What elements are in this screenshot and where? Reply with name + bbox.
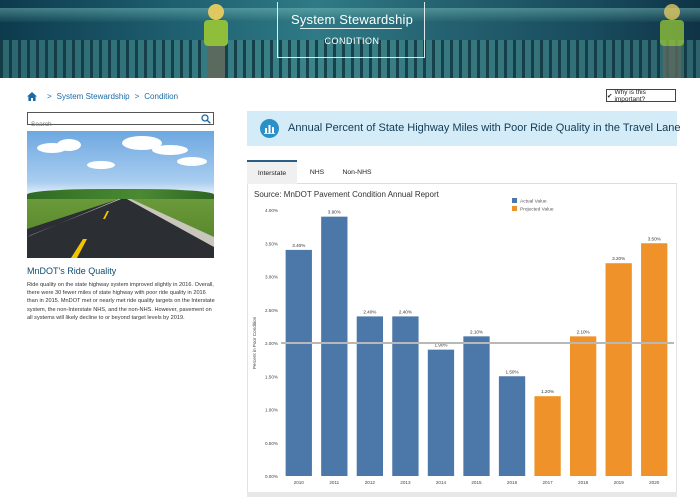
bar — [392, 316, 419, 476]
home-icon[interactable] — [27, 91, 37, 101]
tab-non-nhs[interactable]: Non-NHS — [342, 168, 372, 176]
banner-title-box: System Stewardship CONDITION — [277, 2, 425, 58]
y-tick-label: 4.00% — [265, 208, 278, 213]
x-tick-label: 2010 — [294, 480, 305, 485]
x-tick-label: 2014 — [436, 480, 447, 485]
check-icon: ✔ — [607, 92, 613, 100]
breadcrumb-system-stewardship[interactable]: System Stewardship — [56, 91, 130, 101]
why-important-label: Why is this important? — [614, 88, 646, 103]
x-tick-label: 2018 — [578, 480, 589, 485]
tab-nhs[interactable]: NHS — [309, 168, 325, 176]
bar-value-label: 2.10% — [470, 329, 483, 334]
legend-swatch — [512, 206, 517, 211]
x-tick-label: 2020 — [649, 480, 660, 485]
breadcrumb-condition[interactable]: Condition — [144, 91, 179, 101]
bar-value-label: 1.90% — [434, 343, 447, 348]
y-tick-label: 3.00% — [265, 275, 278, 280]
y-axis-label: Percent in Poor Condition — [252, 316, 257, 369]
banner-worker-figure — [652, 0, 692, 78]
x-tick-label: 2016 — [507, 480, 518, 485]
legend-label: Projected Value — [520, 207, 554, 213]
bar — [427, 349, 455, 476]
y-tick-label: 0.00% — [265, 474, 278, 479]
y-tick-label: 1.00% — [265, 408, 278, 413]
y-tick-label: 0.50% — [265, 441, 278, 446]
bar-value-label: 2.40% — [399, 309, 412, 314]
road-system-tabs: Interstate NHS Non-NHS — [247, 160, 677, 184]
bar — [285, 249, 312, 476]
header-banner: System Stewardship CONDITION — [0, 0, 700, 78]
y-tick-label: 2.00% — [265, 341, 278, 346]
bar-value-label: 1.20% — [541, 389, 554, 394]
y-tick-label: 1.50% — [265, 374, 278, 379]
bar — [569, 336, 597, 476]
bar — [321, 216, 348, 476]
banner-worker-figure — [196, 0, 236, 78]
chart-header: Annual Percent of State Highway Miles wi… — [247, 111, 681, 146]
y-tick-label: 2.50% — [265, 308, 278, 313]
bar-value-label: 1.50% — [506, 369, 519, 374]
search-box — [27, 112, 214, 130]
bar-chart-icon — [260, 119, 279, 138]
banner-bridge-rail — [0, 8, 700, 22]
breadcrumb-separator: > — [47, 91, 52, 101]
banner-bridge-deck — [0, 40, 700, 78]
breadcrumb: > System Stewardship > Condition — [27, 89, 178, 103]
bar-value-label: 3.20% — [612, 256, 625, 261]
chart-scrollbar[interactable] — [247, 492, 677, 497]
bar — [463, 336, 490, 476]
chart-source: Source: MnDOT Pavement Condition Annual … — [254, 190, 439, 199]
bar — [641, 243, 668, 476]
bar-chart: 0.00% 0.50% 1.00% 1.50% 2.00% 2.50% 3.00% 3.50%… — [252, 198, 674, 485]
x-tick-label: 2017 — [542, 480, 553, 485]
bar-value-label: 3.90% — [328, 210, 341, 215]
banner-subtitle: CONDITION — [324, 36, 380, 46]
bar-value-label: 3.40% — [292, 243, 305, 248]
bar-value-label: 2.10% — [577, 329, 590, 334]
chart-header-title: Annual Percent of State Highway Miles wi… — [288, 122, 681, 134]
sidebar-body-text: Ride quality on the state highway system… — [27, 282, 215, 321]
banner-divider — [300, 28, 402, 29]
search-input[interactable] — [28, 119, 198, 130]
x-tick-label: 2019 — [614, 480, 625, 485]
legend-label: Actual Value — [520, 199, 547, 205]
legend-swatch — [512, 198, 517, 203]
x-tick-label: 2013 — [400, 480, 411, 485]
y-tick-label: 3.50% — [265, 241, 278, 246]
bar — [498, 376, 526, 476]
bar — [356, 316, 384, 476]
bar-value-label: 2.40% — [363, 309, 376, 314]
highway-photo — [27, 131, 214, 258]
bar-value-label: 3.50% — [648, 236, 661, 241]
bar — [534, 396, 561, 476]
why-important-button[interactable]: ✔ Why is this important? — [606, 88, 676, 103]
chart-panel: Source: MnDOT Pavement Condition Annual … — [247, 184, 677, 497]
banner-title: System Stewardship — [290, 12, 414, 27]
x-tick-label: 2015 — [471, 480, 482, 485]
bar — [605, 263, 632, 476]
breadcrumb-separator: > — [134, 91, 140, 101]
tab-interstate[interactable]: Interstate — [247, 160, 297, 184]
x-tick-label: 2012 — [365, 480, 376, 485]
x-tick-label: 2011 — [329, 480, 339, 485]
sidebar-heading: MnDOT's Ride Quality — [27, 266, 117, 276]
search-icon[interactable] — [201, 114, 211, 124]
